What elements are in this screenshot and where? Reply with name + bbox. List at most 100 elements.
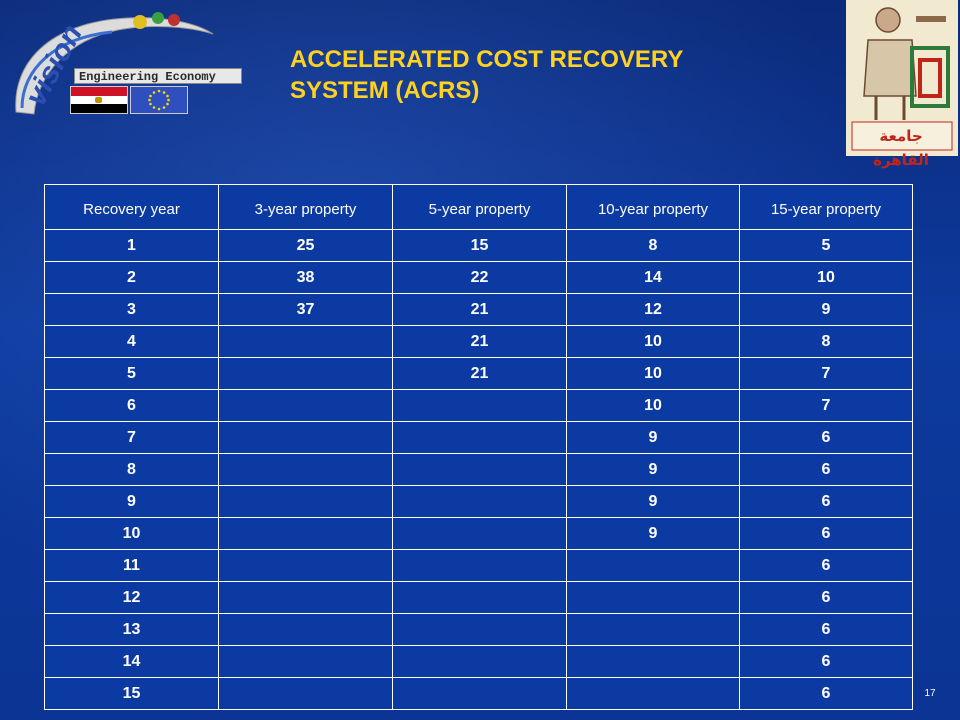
column-header-3-year-property: 3-year property <box>218 184 393 230</box>
table-cell: 7 <box>739 357 913 390</box>
table-cell: 14 <box>44 645 219 678</box>
table-row: 7 9 6 <box>44 421 913 454</box>
table-row: 5 21 10 7 <box>44 357 913 390</box>
table-cell: 6 <box>739 645 913 678</box>
engineering-economy-banner: Engineering Economy <box>74 68 242 84</box>
slide-title-line-2: SYSTEM (ACRS) <box>290 77 480 104</box>
table-cell: 6 <box>739 453 913 486</box>
column-header-10-year-property: 10-year property <box>566 184 740 230</box>
table-cell: 38 <box>218 261 393 294</box>
table-cell: 21 <box>392 293 567 326</box>
table-cell <box>392 485 567 518</box>
table-cell <box>218 389 393 422</box>
table-cell: 5 <box>739 229 913 262</box>
table-cell: 5 <box>44 357 219 390</box>
table-cell: 1 <box>44 229 219 262</box>
table-cell: 8 <box>44 453 219 486</box>
table-cell: 11 <box>44 549 219 582</box>
table-cell: 9 <box>566 421 740 454</box>
table-cell <box>392 517 567 550</box>
table-cell: 9 <box>44 485 219 518</box>
table-cell <box>392 645 567 678</box>
table-cell: 3 <box>44 293 219 326</box>
table-cell <box>392 581 567 614</box>
acrs-rates-table: Recovery year 3-year property 5-year pro… <box>44 184 913 710</box>
table-cell: 4 <box>44 325 219 358</box>
table-cell <box>218 517 393 550</box>
table-cell <box>566 613 740 646</box>
table-cell <box>218 549 393 582</box>
column-header-recovery-year: Recovery year <box>44 184 219 230</box>
table-row: 9 9 6 <box>44 485 913 518</box>
table-cell <box>392 421 567 454</box>
table-row: 15 6 <box>44 677 913 710</box>
table-cell: 6 <box>739 581 913 614</box>
table-cell: 14 <box>566 261 740 294</box>
table-cell <box>218 357 393 390</box>
table-cell: 25 <box>218 229 393 262</box>
table-row: 8 9 6 <box>44 453 913 486</box>
table-cell: 6 <box>739 421 913 454</box>
table-cell <box>218 645 393 678</box>
table-cell: 6 <box>739 549 913 582</box>
table-cell: 7 <box>44 421 219 454</box>
table-header-row: Recovery year 3-year property 5-year pro… <box>44 184 913 230</box>
eu-flag-icon <box>130 86 188 114</box>
table-cell: 9 <box>566 485 740 518</box>
page-number: 17 <box>924 688 936 699</box>
table-cell: 21 <box>392 357 567 390</box>
table-cell: 6 <box>44 389 219 422</box>
table-cell: 6 <box>739 485 913 518</box>
table-row: 2 38 22 14 10 <box>44 261 913 294</box>
table-cell: 10 <box>739 261 913 294</box>
table-cell <box>566 677 740 710</box>
table-cell: 15 <box>392 229 567 262</box>
table-row: 4 21 10 8 <box>44 325 913 358</box>
table-cell <box>218 613 393 646</box>
vision-logo: vision Engineering Economy <box>8 4 244 122</box>
table-cell <box>392 549 567 582</box>
table-cell: 8 <box>739 325 913 358</box>
table-row: 6 10 7 <box>44 389 913 422</box>
table-row: 13 6 <box>44 613 913 646</box>
table-cell <box>218 453 393 486</box>
slide-title-line-1: ACCELERATED COST RECOVERY <box>290 46 684 73</box>
table-cell: 6 <box>739 517 913 550</box>
cairo-university-caption: جامعة القاهرة <box>873 127 929 169</box>
table-cell: 6 <box>739 613 913 646</box>
table-cell <box>218 485 393 518</box>
table-cell: 15 <box>44 677 219 710</box>
table-row: 12 6 <box>44 581 913 614</box>
table-cell <box>566 581 740 614</box>
table-cell: 7 <box>739 389 913 422</box>
table-row: 3 37 21 12 9 <box>44 293 913 326</box>
table-cell <box>218 421 393 454</box>
table-cell <box>566 549 740 582</box>
table-cell <box>218 677 393 710</box>
table-cell <box>392 677 567 710</box>
table-cell: 22 <box>392 261 567 294</box>
table-cell: 12 <box>44 581 219 614</box>
cairo-university-emblem-graphic <box>846 0 958 156</box>
table-row: 14 6 <box>44 645 913 678</box>
table-cell <box>392 389 567 422</box>
cairo-university-logo <box>846 0 958 156</box>
table-cell: 9 <box>739 293 913 326</box>
table-cell: 13 <box>44 613 219 646</box>
table-cell <box>392 453 567 486</box>
table-cell: 2 <box>44 261 219 294</box>
table-cell <box>218 325 393 358</box>
table-cell: 9 <box>566 517 740 550</box>
table-cell <box>566 645 740 678</box>
table-cell: 9 <box>566 453 740 486</box>
column-header-15-year-property: 15-year property <box>739 184 913 230</box>
table-cell <box>392 613 567 646</box>
table-cell: 6 <box>739 677 913 710</box>
table-cell: 8 <box>566 229 740 262</box>
egypt-flag-icon <box>70 86 128 114</box>
table-cell <box>218 581 393 614</box>
table-cell: 12 <box>566 293 740 326</box>
table-cell: 10 <box>566 357 740 390</box>
table-cell: 21 <box>392 325 567 358</box>
table-cell: 10 <box>566 389 740 422</box>
